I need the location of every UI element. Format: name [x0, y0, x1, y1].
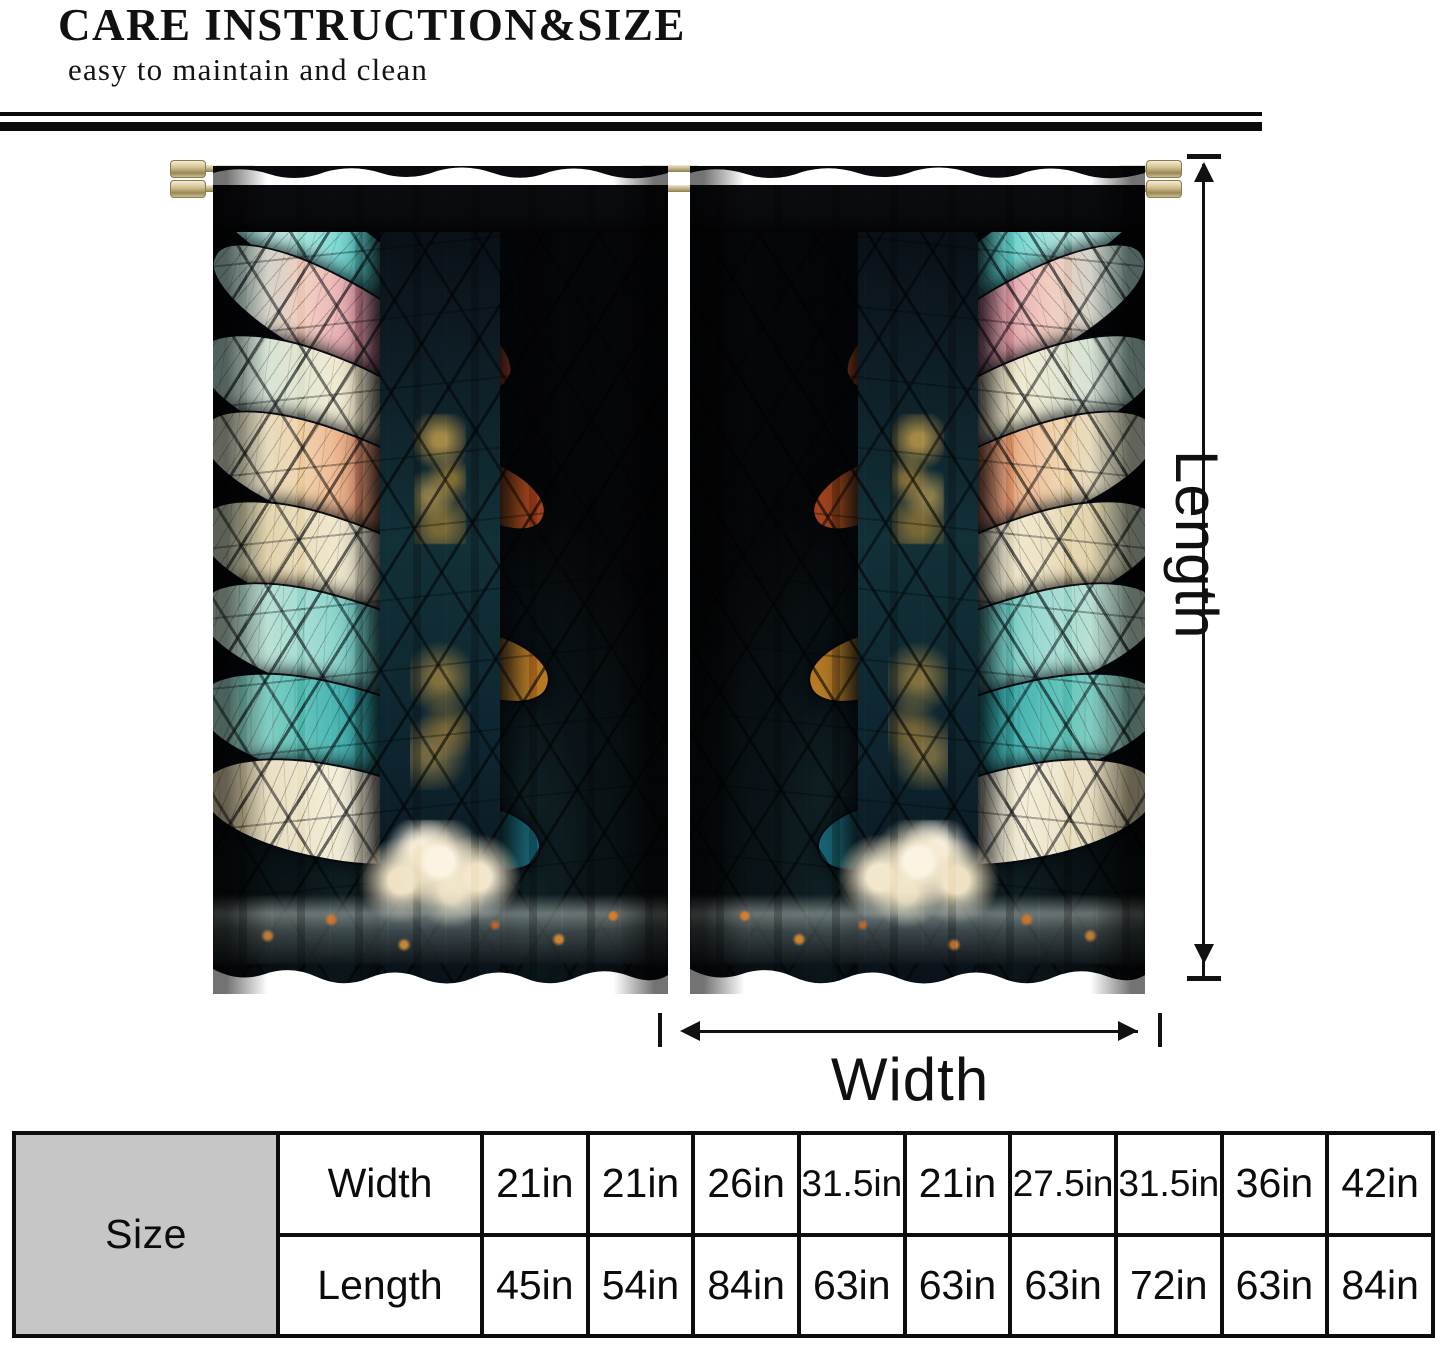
length-label: Length — [1163, 450, 1230, 640]
curtain-rod-segment-middle — [640, 165, 700, 172]
artwork-amber-embers — [213, 880, 668, 970]
width-label: Width — [830, 1046, 990, 1113]
curtain-artwork-left — [213, 166, 668, 994]
curtain-top-wave — [213, 167, 668, 185]
length-arrow-up-icon — [1194, 162, 1214, 182]
curtain-panel-left — [213, 166, 668, 994]
cell-width-9: 42in — [1325, 1131, 1435, 1237]
rod-finial-left-bottom — [170, 180, 206, 198]
cell-width-5: 21in — [902, 1131, 1013, 1237]
divider-thick-rule — [0, 122, 1262, 131]
page-title: CARE INSTRUCTION&SIZE — [58, 0, 686, 50]
cell-length-1: 45in — [480, 1232, 590, 1338]
rod-finial-left-top — [170, 160, 206, 178]
cell-length-9: 84in — [1325, 1232, 1435, 1338]
width-tick-right — [1158, 1013, 1162, 1047]
width-dimension-line — [686, 1030, 1138, 1033]
curtain-rod-segment-middle-lower — [640, 185, 700, 192]
row-header-width: Width — [276, 1131, 484, 1237]
curtain-hem-wave — [213, 969, 668, 994]
length-dimension-line — [1202, 164, 1205, 976]
cell-width-8: 36in — [1219, 1131, 1330, 1237]
page-subtitle: easy to maintain and clean — [68, 52, 429, 87]
cell-width-6: 27.5in — [1008, 1131, 1118, 1237]
cell-length-3: 84in — [691, 1232, 801, 1338]
length-dimension-callout: Length — [1163, 150, 1305, 990]
divider-thin-rule — [0, 112, 1262, 116]
cell-width-7: 31.5in — [1113, 1131, 1224, 1237]
cell-length-7: 72in — [1113, 1232, 1224, 1338]
width-arrow-right-icon — [1118, 1021, 1138, 1041]
header-divider — [0, 112, 1262, 134]
cell-width-2: 21in — [585, 1131, 696, 1237]
curtain-hem-wave — [690, 969, 1145, 994]
cell-width-1: 21in — [480, 1131, 590, 1237]
cell-length-4: 63in — [796, 1232, 907, 1338]
width-dimension-callout: Width — [650, 1005, 1170, 1113]
rod-finial-right-bottom — [1146, 180, 1182, 198]
row-header-length: Length — [276, 1232, 484, 1338]
width-arrow-left-icon — [680, 1021, 700, 1041]
rod-finial-right-top — [1146, 160, 1182, 178]
artwork-amber-embers — [690, 880, 1145, 970]
cell-width-4: 31.5in — [796, 1131, 907, 1237]
cell-length-5: 63in — [902, 1232, 1013, 1338]
length-tick-bottom — [1187, 976, 1221, 981]
curtain-panel-right — [690, 166, 1145, 994]
table-row: Length 45in 54in 84in 63in 63in 63in 72i… — [14, 1232, 1435, 1338]
length-arrow-down-icon — [1194, 944, 1214, 964]
cell-length-6: 63in — [1008, 1232, 1118, 1338]
cell-length-2: 54in — [585, 1232, 696, 1338]
length-tick-top — [1187, 154, 1221, 159]
table-row: Size Width 21in 21in 26in 31.5in 21in 27… — [12, 1131, 1435, 1338]
cell-length-8: 63in — [1219, 1232, 1330, 1338]
curtain-artwork-right — [690, 166, 1145, 994]
curtain-top-wave — [690, 167, 1145, 185]
size-corner-label: Size — [12, 1131, 280, 1338]
width-tick-left — [658, 1013, 662, 1047]
cell-width-3: 26in — [691, 1131, 801, 1237]
size-table: Size Width 21in 21in 26in 31.5in 21in 27… — [12, 1131, 1435, 1338]
